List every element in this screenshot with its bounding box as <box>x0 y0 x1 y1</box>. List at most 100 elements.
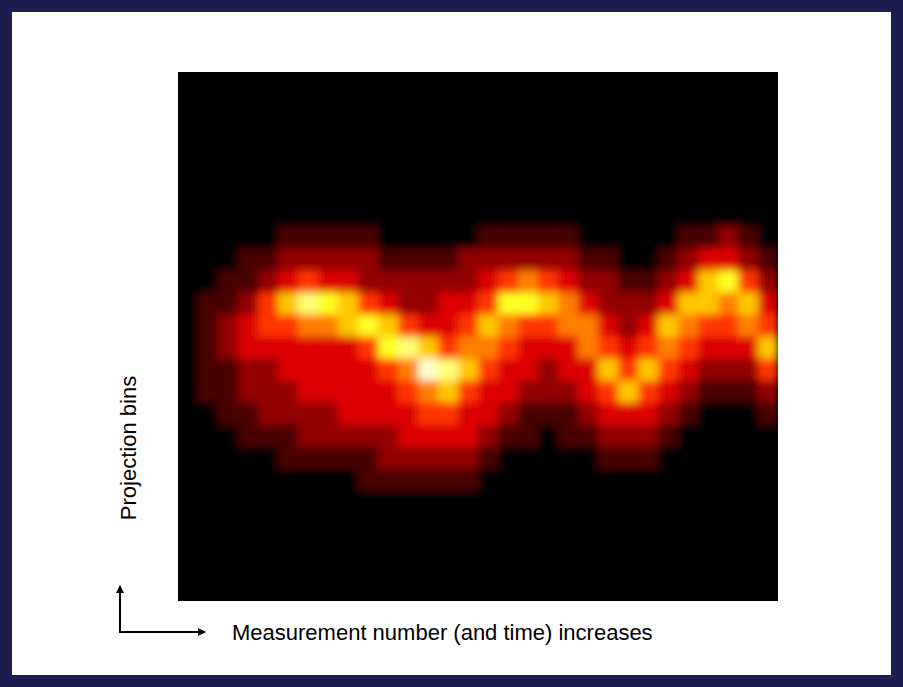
cell <box>578 292 599 315</box>
cell <box>498 94 519 117</box>
cell <box>398 381 419 404</box>
cell <box>238 381 259 404</box>
cell <box>518 337 539 360</box>
cell <box>438 513 459 536</box>
cell <box>558 535 579 558</box>
cell <box>578 557 599 580</box>
cell <box>478 469 499 492</box>
cell <box>418 138 439 161</box>
cell <box>478 557 499 580</box>
cell <box>378 160 399 183</box>
cell <box>278 116 299 139</box>
cell <box>598 381 619 404</box>
cell <box>718 248 739 271</box>
cell <box>458 403 479 426</box>
cell <box>178 270 199 293</box>
cell <box>278 337 299 360</box>
cell <box>718 403 739 426</box>
cell <box>218 359 239 382</box>
cell <box>478 535 499 558</box>
cell <box>258 425 279 448</box>
cell <box>578 359 599 382</box>
cell <box>718 425 739 448</box>
cell <box>278 314 299 337</box>
cell <box>558 160 579 183</box>
cell <box>698 491 719 514</box>
cell <box>218 204 239 227</box>
cell <box>558 94 579 117</box>
cell <box>358 204 379 227</box>
cell <box>518 160 539 183</box>
cell <box>578 270 599 293</box>
cell <box>638 160 659 183</box>
cell <box>598 72 619 95</box>
cell <box>518 579 539 601</box>
cell <box>338 425 359 448</box>
cell <box>278 160 299 183</box>
cell <box>498 447 519 470</box>
cell <box>218 447 239 470</box>
cell <box>558 469 579 492</box>
cell <box>538 204 559 227</box>
cell <box>418 314 439 337</box>
cell <box>238 469 259 492</box>
x-axis-title: Measurement number (and time) increases <box>232 620 653 645</box>
cell <box>598 116 619 139</box>
cell <box>418 579 439 601</box>
cell <box>218 535 239 558</box>
cell <box>198 513 219 536</box>
cell <box>638 381 659 404</box>
cell <box>718 557 739 580</box>
cell <box>738 248 759 271</box>
cell <box>318 337 339 360</box>
cell <box>178 491 199 514</box>
cell <box>458 116 479 139</box>
cell <box>278 513 299 536</box>
cell <box>198 535 219 558</box>
cell <box>198 579 219 601</box>
cell <box>658 94 679 117</box>
cell <box>518 513 539 536</box>
cell <box>738 337 759 360</box>
cell <box>258 182 279 205</box>
cell <box>698 447 719 470</box>
cell <box>198 204 219 227</box>
cell <box>538 381 559 404</box>
cell <box>298 226 319 249</box>
cell <box>698 557 719 580</box>
cell <box>338 182 359 205</box>
cell <box>718 513 739 536</box>
cell <box>758 513 778 536</box>
cell <box>178 513 199 536</box>
cell <box>238 292 259 315</box>
cell <box>738 381 759 404</box>
cell <box>678 381 699 404</box>
cell <box>418 425 439 448</box>
cell <box>178 314 199 337</box>
cell <box>538 72 559 95</box>
cell <box>558 359 579 382</box>
cell <box>578 491 599 514</box>
cell <box>418 248 439 271</box>
cell <box>318 579 339 601</box>
cell <box>738 491 759 514</box>
cell <box>618 403 639 426</box>
cell <box>618 204 639 227</box>
cell <box>398 270 419 293</box>
cell <box>258 138 279 161</box>
cell <box>538 182 559 205</box>
cell <box>218 292 239 315</box>
cell <box>498 579 519 601</box>
cell <box>478 425 499 448</box>
cell <box>518 226 539 249</box>
cell <box>618 337 639 360</box>
cell <box>458 182 479 205</box>
cell <box>478 359 499 382</box>
cell <box>198 248 219 271</box>
cell <box>598 403 619 426</box>
cell <box>698 204 719 227</box>
cell <box>398 579 419 601</box>
cell <box>618 94 639 117</box>
cell <box>278 403 299 426</box>
cell <box>318 182 339 205</box>
